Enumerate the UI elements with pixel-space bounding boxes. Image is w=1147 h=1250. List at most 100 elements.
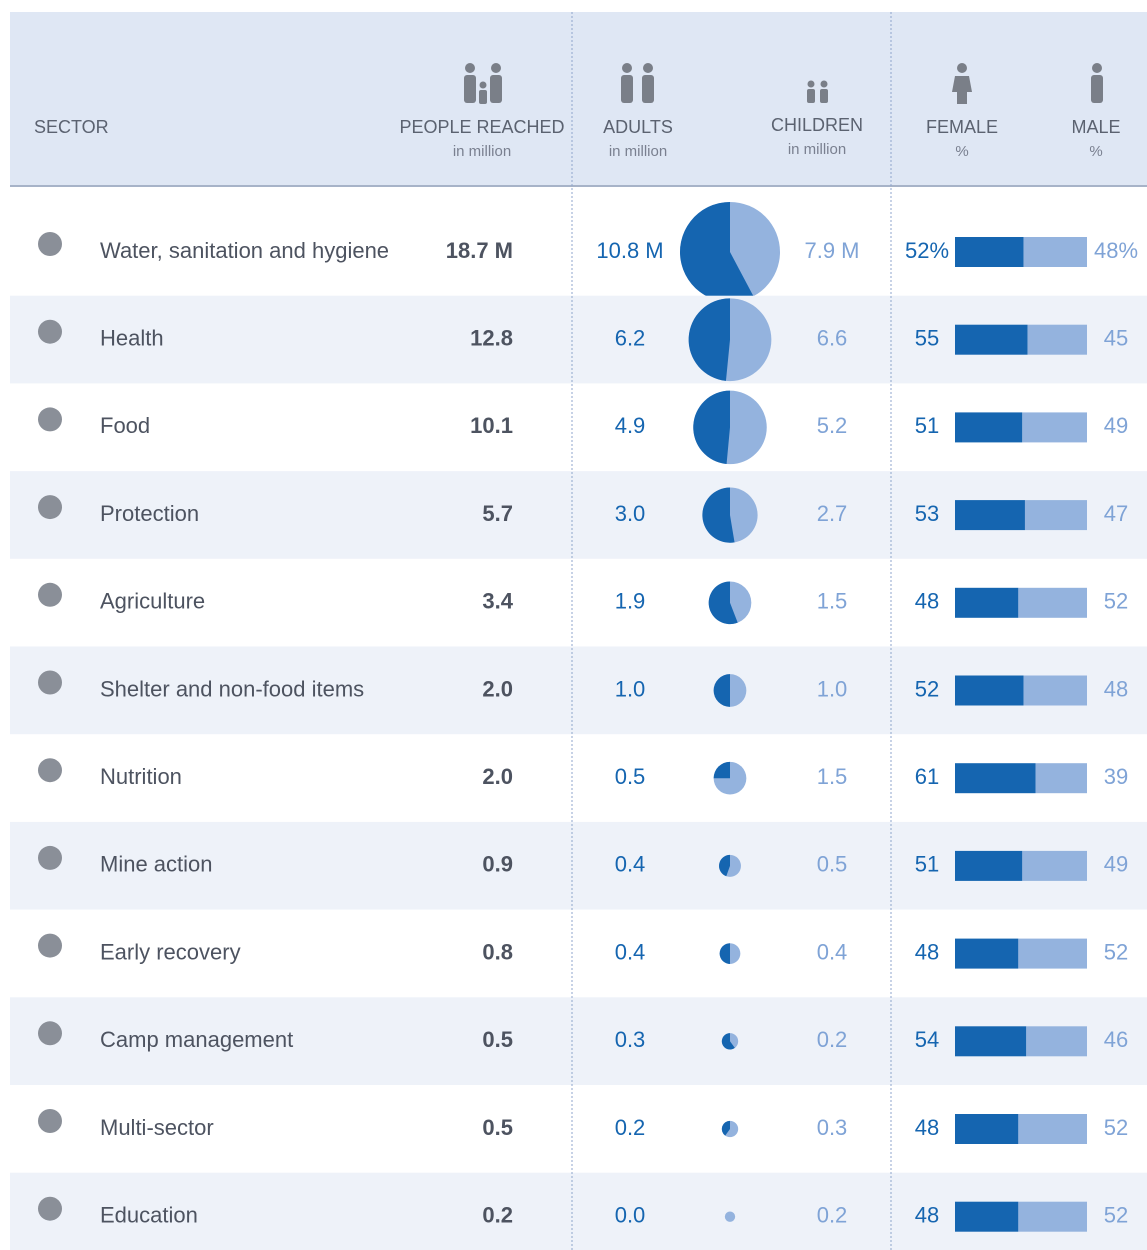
header: MALE [1071, 117, 1120, 137]
header: FEMALE [926, 117, 998, 137]
icon [807, 89, 815, 103]
bar-female [955, 412, 1023, 443]
pie-adults [702, 487, 735, 543]
female: 48 [915, 1115, 939, 1140]
male: 48% [1094, 238, 1138, 263]
sector: Early recovery [100, 939, 241, 964]
bar-female [955, 1026, 1027, 1057]
bar-male [1022, 850, 1087, 881]
icon [622, 63, 632, 73]
male: 46 [1104, 1027, 1128, 1052]
sector-icon [38, 845, 62, 870]
people: 0.5 [482, 1027, 513, 1052]
pie-adults [719, 854, 730, 877]
people: 18.7 M [446, 238, 513, 263]
children: 0.5 [817, 852, 848, 877]
bar-male [1026, 1026, 1087, 1057]
bar-male [1018, 938, 1087, 969]
sector: Multi-sector [100, 1115, 214, 1140]
adults: 3.0 [615, 501, 646, 526]
people: 3.4 [482, 589, 513, 614]
children: 5.2 [817, 413, 848, 438]
female: 48 [915, 1203, 939, 1228]
adults: 1.9 [615, 589, 646, 614]
female: 61 [915, 764, 939, 789]
bar-female [955, 237, 1024, 267]
people: 5.7 [482, 501, 513, 526]
people: 0.8 [482, 939, 513, 964]
people: 10.1 [470, 413, 513, 438]
sector-icon [38, 319, 62, 344]
children: 0.2 [817, 1203, 848, 1228]
adults: 1.0 [615, 676, 646, 701]
adults: 0.3 [615, 1027, 646, 1052]
sector: Water, sanitation and hygiene [100, 238, 389, 263]
sector: Mine action [100, 852, 213, 877]
bar-male [1035, 763, 1087, 794]
sector-icon [38, 933, 62, 958]
header-icons [464, 63, 1103, 104]
female: 51 [915, 413, 939, 438]
children: 1.5 [817, 589, 848, 614]
header: PEOPLE REACHED [399, 117, 564, 137]
sector: Health [100, 326, 164, 351]
male: 48 [1104, 676, 1128, 701]
pie-adults [719, 943, 730, 964]
sector-icon [38, 407, 62, 432]
bar-male [1018, 1201, 1087, 1232]
sector-icon [38, 1109, 62, 1133]
header: SECTOR [34, 117, 109, 137]
adults: 0.4 [615, 852, 646, 877]
people: 0.5 [482, 1115, 513, 1140]
people: 0.2 [482, 1203, 513, 1228]
pie-adults [688, 298, 730, 381]
adults: 4.9 [615, 413, 646, 438]
icon [621, 75, 633, 103]
icon [491, 63, 501, 73]
header-unit: in million [609, 143, 667, 160]
people: 12.8 [470, 326, 513, 351]
pie-adults [693, 390, 730, 464]
bar-male [1018, 1114, 1087, 1144]
children: 0.4 [817, 939, 848, 964]
adults: 0.0 [615, 1203, 646, 1228]
sector: Education [100, 1203, 198, 1228]
icon [1091, 75, 1103, 103]
bar-female [955, 500, 1025, 531]
sector-icon [38, 1196, 62, 1221]
icon [952, 76, 972, 104]
icon [464, 75, 476, 103]
sector-icon [38, 670, 62, 695]
bar-female [955, 1201, 1019, 1232]
people: 2.0 [482, 676, 513, 701]
female: 55 [915, 326, 939, 351]
bar-male [1027, 324, 1087, 355]
male: 52 [1104, 939, 1128, 964]
sector-icon [38, 495, 62, 520]
icon [820, 80, 828, 88]
bar-female [955, 324, 1028, 355]
pie-adults [721, 1033, 735, 1050]
male: 49 [1104, 413, 1128, 438]
rows: Water, sanitation and hygiene 18.7 M 10.8 … [10, 202, 1147, 1250]
children: 1.5 [817, 764, 848, 789]
icon [490, 75, 502, 103]
bar-male [1023, 237, 1087, 267]
bar-female [955, 675, 1024, 706]
header-unit: % [955, 143, 968, 160]
sector-icon [38, 582, 62, 607]
pie-adults [679, 202, 754, 303]
adults: 0.5 [615, 764, 646, 789]
sector: Food [100, 413, 150, 438]
male: 52 [1104, 1203, 1128, 1228]
icon [479, 81, 487, 89]
adults: 0.4 [615, 939, 646, 964]
header-band [10, 12, 1147, 185]
bar-female [955, 938, 1019, 969]
adults: 0.2 [615, 1115, 646, 1140]
female: 54 [915, 1027, 939, 1052]
male: 49 [1104, 852, 1128, 877]
header-unit: % [1089, 143, 1102, 160]
sector-icon [38, 232, 62, 256]
icon [820, 89, 828, 103]
